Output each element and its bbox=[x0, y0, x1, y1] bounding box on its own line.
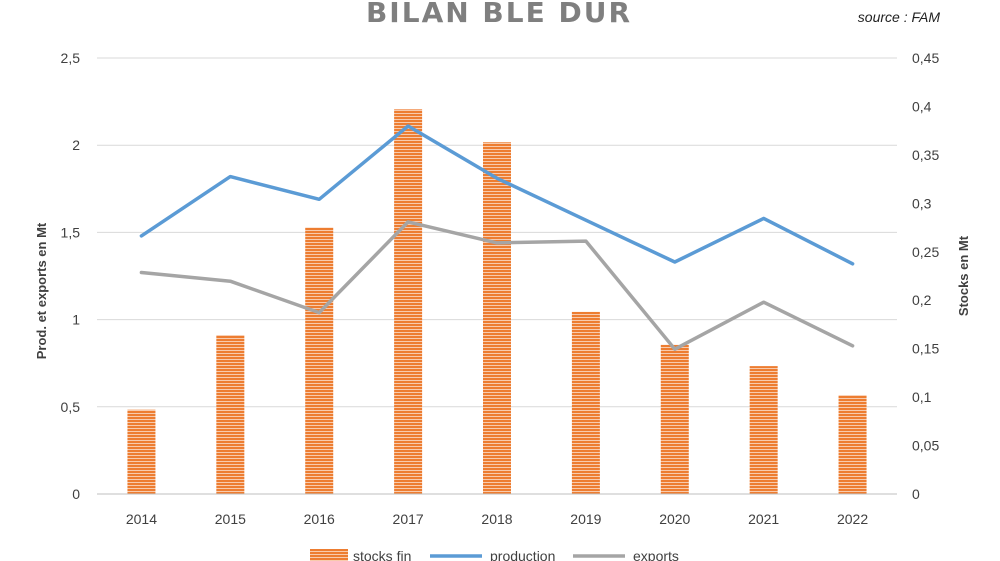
y-right-tick-label: 0,05 bbox=[912, 438, 939, 454]
bar-stocks-fin bbox=[838, 395, 867, 494]
x-tick-label: 2021 bbox=[748, 511, 779, 527]
y-right-tick-label: 0,25 bbox=[912, 244, 939, 260]
y-left-tick-label: 1,5 bbox=[61, 224, 81, 240]
bar-stocks-fin bbox=[394, 109, 423, 495]
y-axis-left-title: Prod. et exports en Mt bbox=[34, 222, 49, 359]
legend-label: exports bbox=[633, 548, 679, 561]
y-left-tick-label: 1 bbox=[72, 312, 80, 328]
bar-stocks-fin bbox=[305, 227, 334, 495]
y-left-tick-label: 0 bbox=[72, 486, 80, 502]
y-right-tick-label: 0,1 bbox=[912, 389, 932, 405]
bar-series-stocks bbox=[127, 109, 867, 495]
x-tick-label: 2014 bbox=[126, 511, 157, 527]
x-tick-label: 2020 bbox=[659, 511, 690, 527]
y-right-tick-label: 0,2 bbox=[912, 292, 932, 308]
bar-stocks-fin bbox=[483, 142, 511, 494]
y-left-tick-label: 0,5 bbox=[61, 399, 81, 415]
y-axis-right-title: Stocks en Mt bbox=[956, 235, 971, 316]
y-right-tick-label: 0,45 bbox=[912, 50, 939, 66]
line-series bbox=[139, 124, 855, 351]
bar-stocks-fin bbox=[127, 409, 156, 494]
legend: stocks fin production exports bbox=[310, 548, 679, 561]
y-left-tick-label: 2,5 bbox=[61, 50, 81, 66]
y-right-tick-label: 0,3 bbox=[912, 195, 932, 211]
bar-stocks-fin bbox=[216, 335, 245, 494]
legend-label: production bbox=[490, 548, 555, 561]
x-tick-label: 2016 bbox=[304, 511, 335, 527]
y-right-tick-label: 0 bbox=[912, 486, 920, 502]
x-tick-label: 2015 bbox=[215, 511, 246, 527]
bar-stocks-fin bbox=[571, 311, 600, 494]
x-tick-label: 2017 bbox=[393, 511, 424, 527]
bar-stocks-fin bbox=[749, 366, 778, 494]
y-right-tick-label: 0,15 bbox=[912, 341, 939, 357]
y-right-tick-label: 0,4 bbox=[912, 98, 932, 114]
y-right-tick-label: 0,35 bbox=[912, 147, 939, 163]
y-left-tick-label: 2 bbox=[72, 137, 80, 153]
bar-stocks-fin bbox=[660, 344, 689, 494]
x-tick-label: 2018 bbox=[481, 511, 512, 527]
legend-label: stocks fin bbox=[353, 548, 411, 561]
x-tick-label: 2019 bbox=[570, 511, 601, 527]
chart-title: BILAN BLE DUR bbox=[366, 0, 632, 29]
source-note: source : FAM bbox=[858, 9, 941, 25]
axes: 0 0,5 1 1,5 2 2,5 0 0,05 0,1 0,15 0,2 0,25 0,3 0,35 0,… bbox=[61, 50, 940, 527]
x-tick-label: 2022 bbox=[837, 511, 868, 527]
legend-swatch-stocks-fin bbox=[310, 549, 348, 561]
